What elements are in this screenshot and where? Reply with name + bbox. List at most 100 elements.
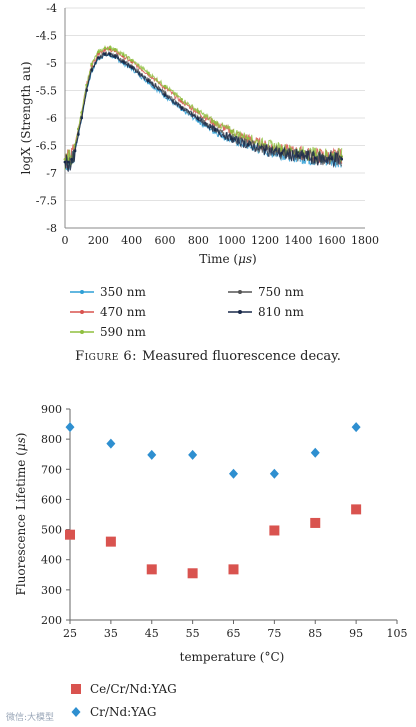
- decay-legend-item-0: 350 nm: [70, 285, 146, 299]
- lifetime-legend-marker-1: [71, 707, 81, 717]
- decay-series-4-point-9: [103, 52, 107, 56]
- decay-series-4-point-20: [247, 143, 250, 147]
- figure-caption-text: Measured fluorescence decay.: [142, 349, 341, 364]
- lifetime-series-0-point-4: [228, 564, 239, 575]
- decay-legend-label-0: 350 nm: [100, 285, 146, 299]
- decay-series-4-point-6: [85, 89, 88, 92]
- decay-series-2-point-19: [230, 129, 233, 133]
- lifetime-series-1-point-1: [106, 438, 116, 449]
- lifetime-chart-legend: Ce/Cr/Nd:YAG Cr/Nd:YAG: [71, 682, 177, 719]
- decay-series-4-point-16: [180, 106, 183, 110]
- decay-legend-item-3: 750 nm: [228, 285, 304, 299]
- decay-chart-x-tick-label-0: 0: [62, 234, 69, 247]
- lifetime-series-0-point-7: [351, 504, 362, 515]
- lifetime-series-1-point-7: [351, 422, 361, 433]
- decay-chart-y-tick-label-5: -6.5: [36, 140, 57, 153]
- decay-chart-x-tick-label-5: 1000: [218, 234, 246, 247]
- lifetime-chart-y-tick-label-5: 400: [41, 554, 62, 567]
- lifetime-chart-y-tick-label-3: 600: [41, 493, 62, 506]
- decay-series-4-point-12: [122, 60, 125, 64]
- lifetime-legend-label-1: Cr/Nd:YAG: [90, 705, 156, 719]
- decay-chart-x-axis-title-suffix: ): [252, 252, 257, 266]
- decay-legend-marker-1: [80, 310, 84, 314]
- lifetime-series-0-point-0: [65, 529, 75, 540]
- decay-chart-x-tick-label-8: 1600: [318, 234, 346, 247]
- decay-chart-y-tick-label-0: -4: [46, 2, 57, 15]
- decay-series-4-point-2: [70, 157, 73, 161]
- decay-series-2-point-14: [147, 71, 150, 75]
- lifetime-legend-item-1: Cr/Nd:YAG: [71, 705, 156, 719]
- lifetime-series-0-point-1: [105, 536, 116, 547]
- decay-chart-x-axis-title: Time (μs): [199, 252, 256, 266]
- decay-series-2-point-10: [108, 46, 112, 49]
- decay-series-4-point-18: [213, 128, 217, 132]
- lifetime-chart-x-tick-label-3: 55: [186, 627, 200, 640]
- lifetime-legend-label-0: Ce/Cr/Nd:YAG: [90, 682, 177, 696]
- decay-legend-label-3: 750 nm: [258, 285, 304, 299]
- lifetime-series-0-point-5: [269, 525, 280, 536]
- decay-legend-item-1: 470 nm: [70, 305, 146, 319]
- decay-series-4-point-3: [73, 149, 77, 153]
- lifetime-chart-x-tick-label-7: 95: [349, 627, 363, 640]
- decay-series-2-point-11: [113, 47, 117, 51]
- lifetime-series-0-point-2: [146, 564, 157, 575]
- lifetime-series-1-point-2: [147, 449, 157, 460]
- lifetime-chart-y-tick-label-1: 800: [41, 433, 62, 446]
- decay-series-4-point-14: [147, 79, 150, 82]
- decay-chart-series: [63, 44, 343, 172]
- decay-legend-marker-2: [80, 330, 84, 334]
- decay-chart-legend: 350 nm 470 nm 590 nm 750 nm 810 nm: [70, 285, 304, 339]
- lifetime-series-1-point-3: [188, 449, 198, 460]
- decay-series-4-point-10: [108, 52, 112, 56]
- decay-chart-x-axis-title-unit: μs: [238, 252, 252, 266]
- decay-series-4-point-23: [297, 154, 300, 158]
- decay-chart-x-axis-title-prefix: Time (: [199, 252, 238, 266]
- lifetime-chart-x-axis-title: temperature (°C): [180, 650, 285, 664]
- decay-legend-label-2: 590 nm: [100, 325, 146, 339]
- lifetime-series-0-point-6: [310, 517, 321, 528]
- decay-chart-x-tick-label-7: 1400: [284, 234, 312, 247]
- decay-series-4-point-5: [80, 116, 83, 120]
- decay-series-2-point-22: [280, 147, 283, 151]
- lifetime-chart-y-axis-title: Fluorescence Lifetime (μs): [14, 433, 28, 596]
- decay-series-2-point-16: [180, 98, 183, 101]
- decay-series-4-point-25: [330, 157, 333, 160]
- decay-series-4-point-4: [77, 133, 80, 136]
- lifetime-chart-y-axis-title-prefix: Fluorescence Lifetime (: [14, 451, 28, 595]
- decay-series-line-4: [64, 50, 343, 172]
- decay-series-2-point-15: [163, 84, 167, 88]
- watermark: 微信:大模型: [6, 711, 54, 723]
- lifetime-chart-x-tick-label-1: 35: [104, 627, 118, 640]
- decay-legend-marker-3: [238, 290, 242, 294]
- decay-legend-label-1: 470 nm: [100, 305, 146, 319]
- decay-series-4-point-24: [313, 156, 317, 160]
- lifetime-series-1-point-4: [229, 468, 238, 479]
- decay-chart-y-tick-label-8: -8: [46, 222, 57, 235]
- decay-legend-label-4: 810 nm: [258, 305, 304, 319]
- decay-legend-item-4: 810 nm: [228, 305, 304, 319]
- decay-series-4-point-13: [130, 66, 133, 69]
- decay-series-2-point-13: [130, 58, 133, 62]
- decay-chart-x-tick-label-6: 1200: [251, 234, 279, 247]
- figure-caption-label: Figure 6:: [75, 349, 137, 364]
- lifetime-chart-x-ticks: 25 35 45 55 65 75 85 95 105: [63, 620, 408, 640]
- decay-chart: -4 -4.5 -5 -5.5 -6 -6.5 -7 -7.5 -8 0 200 400 600 800…: [19, 2, 379, 339]
- figure-caption: Figure 6: Measured fluorescence decay.: [75, 349, 341, 364]
- decay-chart-y-tick-label-7: -7.5: [36, 195, 57, 208]
- decay-chart-y-tick-label-3: -5.5: [36, 85, 57, 98]
- lifetime-series-1-point-5: [269, 468, 279, 479]
- lifetime-chart-x-tick-label-0: 25: [63, 627, 77, 640]
- decay-series-4-point-15: [163, 93, 167, 97]
- lifetime-chart-x-tick-label-2: 45: [145, 627, 159, 640]
- decay-series-4-point-22: [280, 151, 283, 155]
- decay-legend-marker-4: [238, 310, 242, 314]
- lifetime-chart-x-tick-label-4: 65: [227, 627, 241, 640]
- decay-chart-y-tick-label-1: -4.5: [36, 30, 57, 43]
- decay-chart-x-tick-label-1: 200: [88, 234, 109, 247]
- decay-series-4-point-7: [90, 68, 93, 72]
- decay-legend-item-2: 590 nm: [70, 325, 146, 339]
- decay-series-2-point-1: [67, 157, 70, 161]
- decay-series-4-point-8: [97, 56, 100, 59]
- lifetime-chart-points: [65, 422, 362, 579]
